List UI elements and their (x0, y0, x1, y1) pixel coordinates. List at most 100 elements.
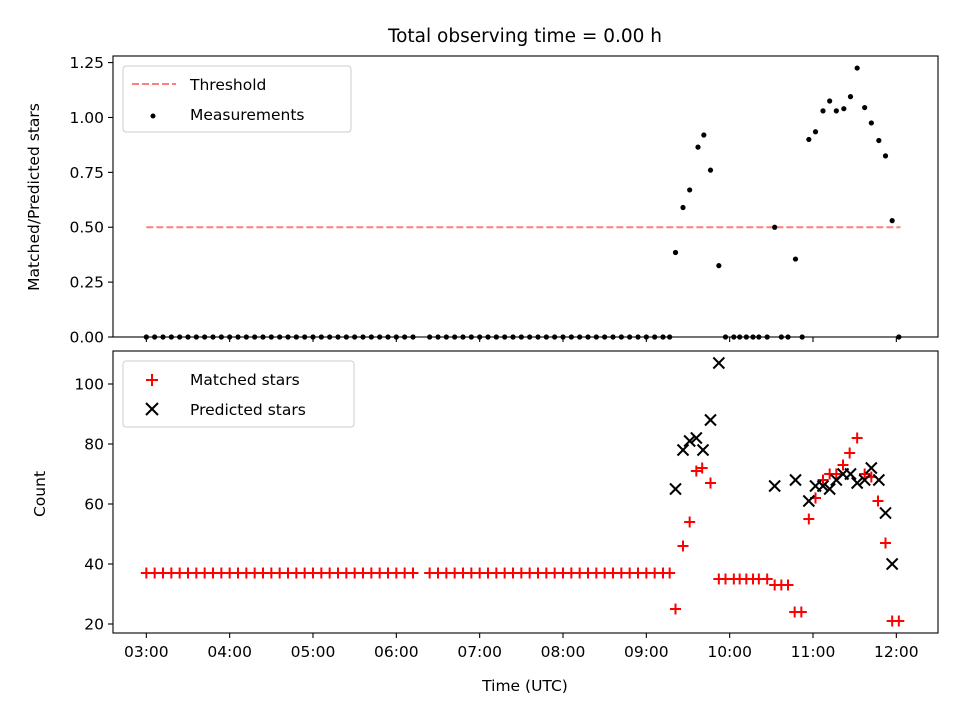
data-point (802, 494, 816, 508)
x-b (844, 467, 857, 481)
data-point (830, 468, 842, 480)
data-point (885, 557, 899, 571)
data-point (893, 615, 905, 627)
data-point (806, 136, 812, 143)
x-b (850, 476, 864, 490)
x-b (676, 443, 690, 457)
y-tick-label: 0.25 (69, 274, 104, 292)
legend-predicted-swatch (145, 402, 159, 416)
data-point (669, 482, 682, 496)
data-point (876, 137, 882, 144)
x-b (690, 431, 703, 445)
y-tick-label: 40 (84, 556, 104, 574)
x-b (683, 434, 696, 448)
top-chart-title: Total observing time = 0.00 h (387, 26, 662, 47)
data-point (707, 167, 714, 173)
data-point (841, 106, 847, 112)
data-point (664, 567, 676, 579)
data-point (690, 465, 702, 477)
x-tick-label: 12:00 (874, 643, 919, 661)
data-point (782, 579, 794, 591)
data-point (676, 443, 690, 457)
data-point (680, 204, 686, 211)
x-tick-label: 05:00 (291, 643, 336, 661)
x-tick-label: 03:00 (124, 643, 169, 661)
series-measurements (143, 65, 902, 340)
x-b (872, 473, 886, 487)
data-point (820, 108, 826, 114)
data-point (677, 540, 689, 552)
y-tick-label: 60 (84, 496, 104, 514)
x-tick-label: 04:00 (207, 643, 252, 661)
series-predicted-stars (669, 356, 899, 571)
x-b (669, 482, 682, 496)
data-point (868, 120, 874, 126)
x-tick-label: 09:00 (624, 643, 669, 661)
x-b (823, 482, 836, 496)
top-y-axis-label: Matched/Predicted stars (25, 103, 43, 291)
data-point (833, 108, 839, 114)
data-point (705, 477, 716, 489)
data-point (858, 473, 871, 487)
data-point (670, 603, 681, 615)
data-point (695, 144, 701, 150)
data-point (872, 473, 886, 487)
data-point (772, 224, 778, 230)
axes-frame (112, 55, 939, 338)
x-tick-label: 06:00 (374, 643, 419, 661)
data-point (792, 256, 799, 262)
data-point (827, 98, 833, 104)
x-b (789, 473, 802, 487)
bottom-legend-box (122, 360, 355, 428)
y-tick-label: 0.50 (69, 219, 104, 237)
x-tick-label: 11:00 (791, 643, 836, 661)
series-matched-stars (140, 432, 905, 627)
data-point (812, 129, 819, 135)
data-point (683, 434, 696, 448)
data-point (407, 567, 419, 579)
data-point (837, 459, 849, 471)
data-point (768, 479, 781, 493)
data-point (882, 153, 889, 159)
data-point (687, 187, 693, 193)
legend-measurements-swatch (150, 113, 156, 119)
x-b (816, 479, 830, 493)
data-point (844, 467, 857, 481)
y-tick-label: 100 (74, 376, 104, 394)
data-point (851, 432, 863, 444)
x-b (712, 356, 726, 370)
data-point (696, 443, 710, 457)
x-b (879, 506, 892, 520)
top-panel: 0.00 0.25 0.50 0.75 1.00 1.25 (69, 54, 939, 347)
y-tick-label: 1.25 (69, 54, 104, 72)
bottom-panel: 20 40 60 80 100 03:00 04:00 05:00 06:00 07:00 08:0… (74, 350, 939, 661)
x-b (704, 413, 717, 427)
x-b (885, 557, 899, 571)
legend-matched-label: Matched stars (190, 371, 300, 389)
legend-threshold-label: Threshold (189, 76, 266, 94)
data-point (716, 263, 722, 269)
legend-measurements-label: Measurements (190, 106, 305, 124)
data-point (696, 462, 708, 474)
data-point (816, 479, 830, 493)
x-b (802, 494, 816, 508)
data-point (872, 495, 884, 507)
data-point (817, 474, 829, 486)
data-point (795, 606, 807, 618)
data-point (850, 476, 864, 490)
data-point (704, 413, 717, 427)
top-legend-box (122, 65, 352, 133)
data-point (672, 249, 679, 256)
x-axis-label: Time (UTC) (481, 677, 568, 695)
data-point (880, 537, 891, 549)
y-tick-label: 20 (84, 616, 104, 634)
data-point (862, 104, 868, 111)
x-b (858, 473, 871, 487)
x-b (865, 461, 878, 475)
y-tick-label: 0.00 (69, 329, 104, 347)
data-point (761, 573, 773, 585)
y-tick-label: 0.75 (69, 164, 104, 182)
data-point (854, 65, 860, 71)
data-point (889, 218, 895, 224)
